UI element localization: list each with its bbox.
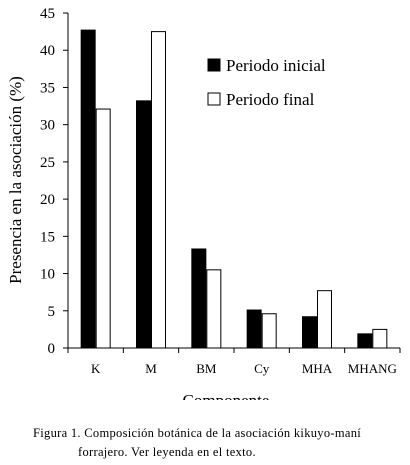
x-tick-label: M (145, 361, 157, 376)
bar-final-mha (317, 290, 332, 349)
y-tick-label: 35 (40, 80, 55, 96)
legend-swatch (207, 92, 221, 106)
x-tick-label: MHA (302, 361, 333, 376)
bar-final-cy (261, 313, 277, 349)
bar-chart: Presencia en la asociación (%) 0 5 10 15 20 2… (6, 6, 401, 400)
figure-caption: Figura 1. Composición botánica de la aso… (0, 424, 410, 462)
bar-final-k (95, 108, 111, 349)
caption-line-1: Figura 1. Composición botánica de la aso… (33, 426, 362, 440)
bar-initial-m (136, 100, 151, 349)
axes (67, 13, 400, 349)
legend-label: Periodo inicial (226, 56, 326, 75)
x-tick-label: MHANG (348, 361, 397, 376)
legend-swatch (207, 58, 221, 72)
x-tick-label: BM (196, 361, 217, 376)
bar-initial-mhang (357, 333, 373, 349)
bar-final-m (151, 31, 166, 349)
y-tick-label: 30 (40, 118, 55, 134)
bar-final-bm (206, 269, 222, 349)
legend-label: Periodo final (226, 90, 315, 109)
x-axis-ticks: K M BM Cy MHA MHANG (67, 348, 401, 376)
x-tick-label: Cy (254, 361, 270, 376)
y-tick-label: 25 (40, 155, 55, 171)
y-tick-label: 0 (48, 341, 56, 357)
y-tick-label: 45 (40, 6, 55, 22)
bar-final-mhang (372, 328, 388, 349)
bar-initial-k (80, 29, 96, 349)
y-axis-ticks: 0 5 10 15 20 25 30 35 40 45 (40, 6, 68, 357)
y-tick-label: 10 (40, 267, 55, 283)
x-tick-label: K (91, 361, 101, 376)
bar-initial-cy (246, 309, 262, 349)
bar-initial-bm (191, 248, 207, 349)
bars (80, 29, 388, 349)
y-tick-label: 40 (40, 43, 55, 59)
bar-initial-mha (302, 316, 317, 349)
y-tick-label: 20 (40, 192, 55, 208)
caption-line-2: forrajero. Ver leyenda en el texto. (78, 445, 256, 459)
y-tick-label: 15 (40, 229, 55, 245)
y-axis-label: Presencia en la asociación (%) (6, 76, 25, 284)
x-axis-label: Componente (183, 391, 270, 400)
legend: Periodo inicial Periodo final (207, 56, 326, 109)
y-tick-label: 5 (48, 304, 56, 320)
